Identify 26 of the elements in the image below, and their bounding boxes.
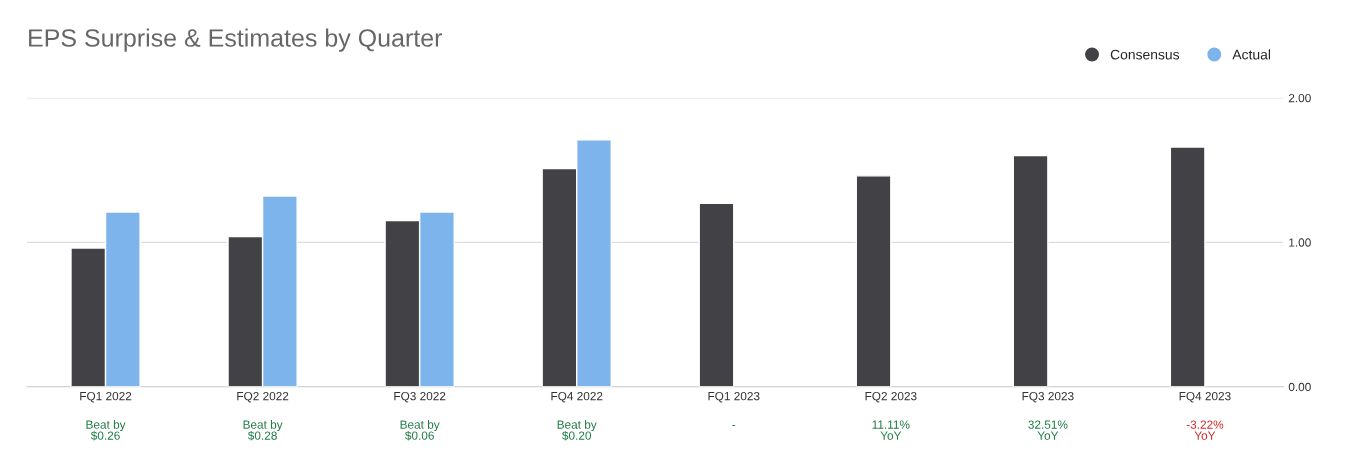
y-tick-label: 1.00	[1289, 238, 1311, 247]
x-tick-label: FQ1 2022	[80, 391, 132, 403]
y-tick-label: 0.00	[1288, 382, 1311, 392]
x-tick-label: FQ4 2023	[1179, 391, 1231, 403]
chart-title: EPS Surprise & Estimates by Quarter	[29, 28, 443, 52]
text: Beat by $0.20	[557, 420, 597, 441]
y-tick-label: 2.00	[1288, 93, 1311, 103]
text: 32.51% YoY	[1028, 420, 1068, 440]
text: 11.11% YoY	[872, 420, 910, 440]
x-tick-label: FQ3 2023	[1022, 391, 1074, 403]
legend-label: Actual	[1232, 49, 1271, 60]
text: -	[732, 425, 736, 426]
x-tick-label: FQ2 2023	[865, 391, 917, 403]
text: -3.22% YoY	[1186, 420, 1224, 440]
text: Beat by $0.26	[86, 420, 126, 441]
bar	[698, 202, 735, 387]
bar	[855, 175, 892, 387]
legend-label: Consensus	[1110, 49, 1180, 60]
bar	[1012, 154, 1049, 387]
x-tick-label: FQ2 2022	[237, 391, 289, 403]
text: Beat by $0.28	[243, 420, 283, 441]
x-tick-label: FQ1 2023	[708, 391, 760, 403]
bar	[1169, 146, 1206, 387]
x-tick-label: FQ4 2022	[551, 391, 603, 403]
text: Beat by $0.06	[400, 420, 440, 441]
x-tick-label: FQ3 2022	[394, 391, 446, 403]
